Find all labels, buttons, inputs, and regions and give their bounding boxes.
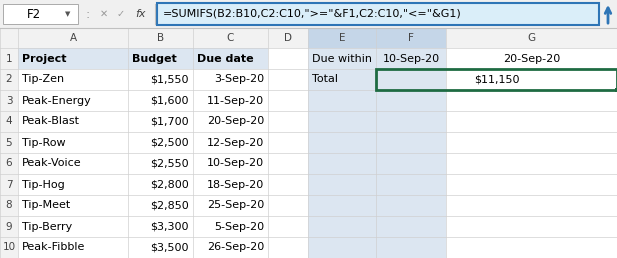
Text: $3,500: $3,500 (151, 243, 189, 253)
Text: 25-Sep-20: 25-Sep-20 (207, 200, 264, 211)
Text: =SUMIFS(B2:B10,C2:C10,">="&F1,C2:C10,"<="&G1): =SUMIFS(B2:B10,C2:C10,">="&F1,C2:C10,"<=… (163, 9, 462, 19)
Text: Due date: Due date (197, 53, 254, 63)
Text: 8: 8 (6, 200, 12, 211)
Bar (376, 28, 446, 258)
Text: A: A (70, 33, 77, 43)
Text: $2,800: $2,800 (151, 180, 189, 189)
Text: 5: 5 (6, 138, 12, 148)
Bar (0, 28, 617, 48)
Text: 5-Sep-20: 5-Sep-20 (214, 222, 264, 231)
Bar (376, 69, 617, 90)
Text: $2,850: $2,850 (151, 200, 189, 211)
Text: F2: F2 (27, 7, 41, 20)
Text: 20-Sep-20: 20-Sep-20 (503, 53, 560, 63)
Text: Peak-Blast: Peak-Blast (22, 117, 80, 126)
Text: C: C (227, 33, 234, 43)
Text: 1: 1 (6, 53, 12, 63)
Text: 12-Sep-20: 12-Sep-20 (207, 138, 264, 148)
Text: $2,500: $2,500 (151, 138, 189, 148)
Text: 3-Sep-20: 3-Sep-20 (214, 75, 264, 85)
Bar (193, 48, 268, 69)
Text: 6: 6 (6, 158, 12, 168)
Text: Tip-Zen: Tip-Zen (22, 75, 64, 85)
Bar (0, 28, 18, 258)
Text: 7: 7 (6, 180, 12, 189)
Text: Peak-Voice: Peak-Voice (22, 158, 81, 168)
Text: 18-Sep-20: 18-Sep-20 (207, 180, 264, 189)
Text: Project: Project (22, 53, 67, 63)
Text: $1,550: $1,550 (151, 75, 189, 85)
Text: Tip-Berry: Tip-Berry (22, 222, 72, 231)
Text: Total: Total (312, 75, 338, 85)
Text: F: F (408, 33, 414, 43)
Text: 9: 9 (6, 222, 12, 231)
Text: 10-Sep-20: 10-Sep-20 (383, 53, 439, 63)
Text: Peak-Fibble: Peak-Fibble (22, 243, 85, 253)
Text: ✕: ✕ (100, 9, 108, 19)
Text: 10: 10 (2, 243, 15, 253)
Text: 3: 3 (6, 95, 12, 106)
Text: Peak-Energy: Peak-Energy (22, 95, 92, 106)
Text: Due within: Due within (312, 53, 372, 63)
Text: 4: 4 (6, 117, 12, 126)
Text: $2,550: $2,550 (151, 158, 189, 168)
Text: G: G (528, 33, 536, 43)
Text: $3,300: $3,300 (151, 222, 189, 231)
Text: Tip-Row: Tip-Row (22, 138, 65, 148)
Bar (0, 0, 617, 28)
Text: B: B (157, 33, 164, 43)
Text: 11-Sep-20: 11-Sep-20 (207, 95, 264, 106)
Text: E: E (339, 33, 346, 43)
Bar (0, 28, 617, 258)
Text: 26-Sep-20: 26-Sep-20 (207, 243, 264, 253)
Bar (128, 48, 193, 69)
Text: 20-Sep-20: 20-Sep-20 (207, 117, 264, 126)
Text: $1,600: $1,600 (151, 95, 189, 106)
Bar (615, 88, 617, 92)
Text: $11,150: $11,150 (474, 75, 520, 85)
Bar (308, 28, 376, 258)
Text: :: : (86, 7, 90, 20)
Bar (157, 3, 599, 25)
Bar (18, 48, 128, 69)
Bar (308, 28, 376, 48)
Text: fx: fx (136, 9, 146, 19)
Text: $1,700: $1,700 (151, 117, 189, 126)
Text: Tip-Hog: Tip-Hog (22, 180, 65, 189)
Text: D: D (284, 33, 292, 43)
Text: Tip-Meet: Tip-Meet (22, 200, 70, 211)
Text: Budget: Budget (132, 53, 176, 63)
Bar (376, 28, 446, 48)
Bar (3, 4, 78, 24)
Text: 2: 2 (6, 75, 12, 85)
Text: ✓: ✓ (117, 9, 125, 19)
Text: ▼: ▼ (65, 11, 71, 17)
Text: 10-Sep-20: 10-Sep-20 (207, 158, 264, 168)
